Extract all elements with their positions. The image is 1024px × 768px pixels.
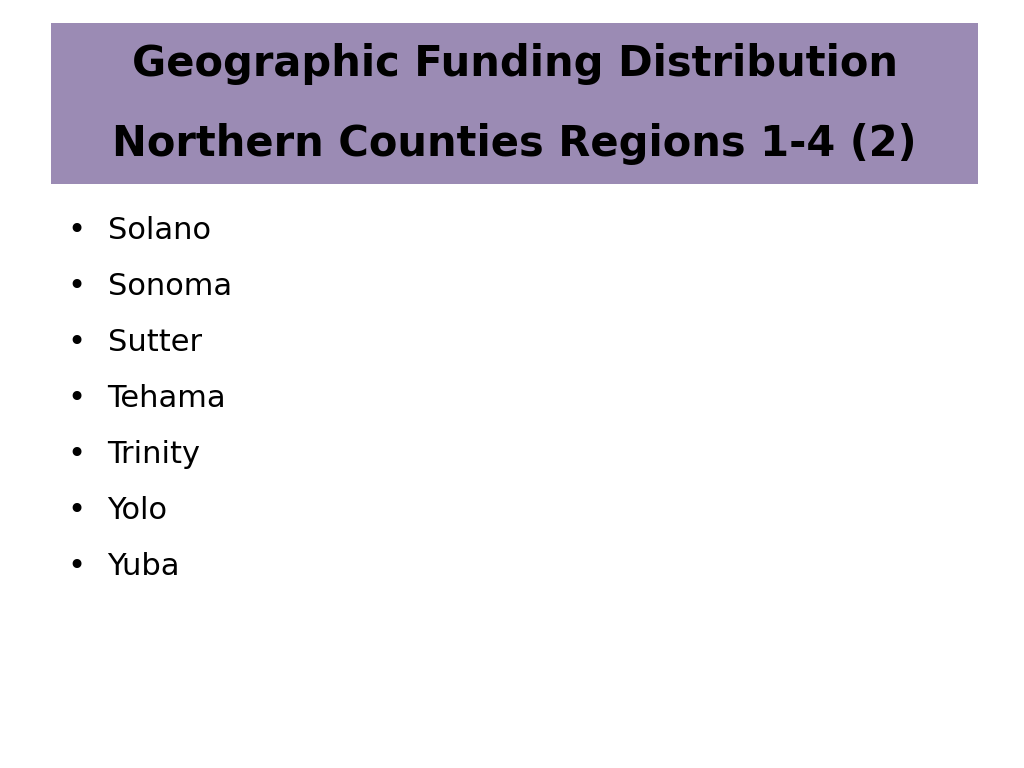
- Text: Yuba: Yuba: [108, 552, 180, 581]
- Text: Sutter: Sutter: [108, 328, 202, 357]
- Text: Geographic Funding Distribution: Geographic Funding Distribution: [131, 43, 898, 84]
- Text: •: •: [68, 272, 86, 301]
- Text: •: •: [68, 384, 86, 413]
- Text: •: •: [68, 552, 86, 581]
- Text: Solano: Solano: [108, 216, 211, 245]
- Text: Yolo: Yolo: [108, 496, 168, 525]
- FancyBboxPatch shape: [51, 23, 978, 184]
- Text: Tehama: Tehama: [108, 384, 226, 413]
- Text: Sonoma: Sonoma: [108, 272, 231, 301]
- Text: •: •: [68, 328, 86, 357]
- Text: •: •: [68, 496, 86, 525]
- Text: Northern Counties Regions 1-4 (2): Northern Counties Regions 1-4 (2): [113, 123, 916, 164]
- Text: Trinity: Trinity: [108, 440, 201, 469]
- Text: •: •: [68, 216, 86, 245]
- Text: •: •: [68, 440, 86, 469]
